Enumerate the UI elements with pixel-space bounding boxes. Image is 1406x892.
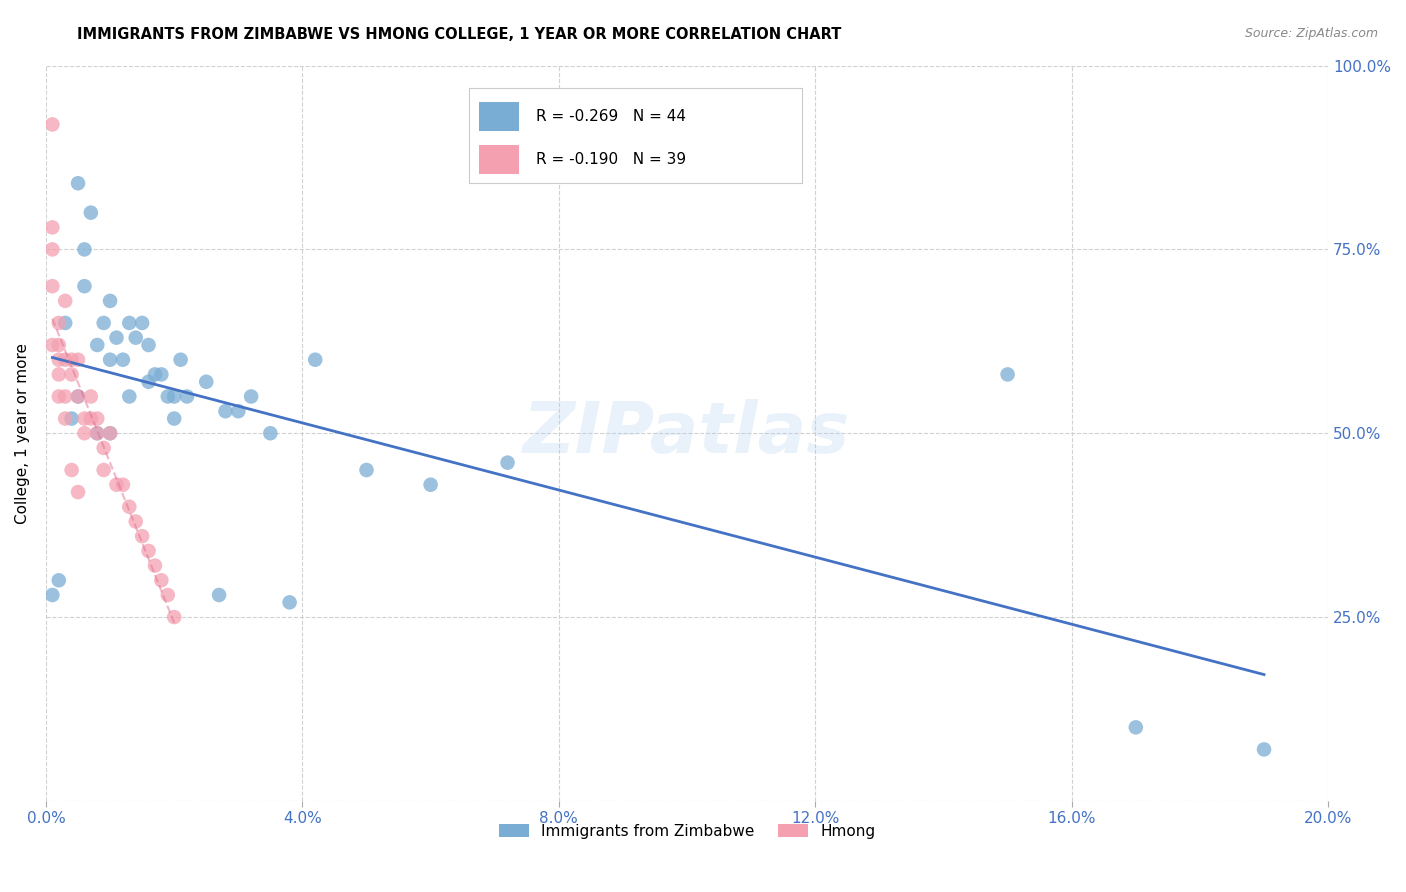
Point [48, 574, 70, 588]
Point [118, 500, 141, 514]
Point [98, 426, 121, 441]
Point [41, 220, 63, 235]
Point [105, 331, 128, 345]
Point [156, 389, 179, 403]
Point [118, 316, 141, 330]
Point [86, 426, 108, 441]
Point [66, 352, 89, 367]
Point [60, 463, 83, 477]
Point [98, 426, 121, 441]
Y-axis label: College, 1 year or more: College, 1 year or more [15, 343, 30, 524]
Text: IMMIGRANTS FROM ZIMBABWE VS HMONG COLLEGE, 1 YEAR OR MORE CORRELATION CHART: IMMIGRANTS FROM ZIMBABWE VS HMONG COLLEG… [77, 27, 842, 42]
Point [80, 411, 103, 425]
Point [73, 279, 96, 293]
Point [73, 411, 96, 425]
Point [53, 411, 76, 425]
Point [48, 368, 70, 382]
Point [53, 352, 76, 367]
Point [240, 389, 263, 403]
Point [138, 338, 160, 352]
Point [111, 477, 134, 491]
Point [143, 558, 166, 573]
Point [73, 243, 96, 257]
Point [143, 368, 166, 382]
Point [48, 338, 70, 352]
Point [98, 352, 121, 367]
Point [163, 411, 186, 425]
Point [1253, 742, 1275, 756]
Point [41, 243, 63, 257]
Point [496, 456, 519, 470]
Point [125, 331, 148, 345]
Point [195, 375, 218, 389]
Point [419, 477, 441, 491]
Point [997, 368, 1019, 382]
Point [53, 316, 76, 330]
Point [93, 316, 115, 330]
Point [48, 389, 70, 403]
Point [41, 588, 63, 602]
Point [53, 389, 76, 403]
Point [1125, 720, 1147, 734]
Point [226, 404, 249, 418]
Point [214, 404, 236, 418]
Point [66, 389, 89, 403]
Point [150, 574, 173, 588]
Point [125, 515, 148, 529]
Point [86, 426, 108, 441]
Point [163, 610, 186, 624]
Point [60, 352, 83, 367]
Point [60, 368, 83, 382]
Text: ZIPatlas: ZIPatlas [523, 399, 851, 467]
Point [105, 477, 128, 491]
Point [169, 352, 191, 367]
Point [60, 411, 83, 425]
Point [41, 117, 63, 131]
Point [86, 411, 108, 425]
Point [48, 352, 70, 367]
Point [278, 595, 301, 609]
Point [131, 316, 153, 330]
Point [48, 316, 70, 330]
Point [41, 279, 63, 293]
Point [150, 368, 173, 382]
Point [80, 205, 103, 219]
Point [53, 293, 76, 308]
Point [66, 485, 89, 500]
Point [93, 441, 115, 455]
Point [73, 426, 96, 441]
Point [131, 529, 153, 543]
Point [138, 375, 160, 389]
Point [259, 426, 281, 441]
Point [66, 176, 89, 190]
Legend: Immigrants from Zimbabwe, Hmong: Immigrants from Zimbabwe, Hmong [492, 817, 882, 845]
Point [41, 338, 63, 352]
Point [86, 338, 108, 352]
Point [111, 352, 134, 367]
Point [208, 588, 231, 602]
Text: Source: ZipAtlas.com: Source: ZipAtlas.com [1244, 27, 1378, 40]
Point [176, 389, 198, 403]
Point [98, 293, 121, 308]
Point [80, 389, 103, 403]
Point [66, 389, 89, 403]
Point [156, 588, 179, 602]
Point [118, 389, 141, 403]
Point [304, 352, 326, 367]
Point [356, 463, 378, 477]
Point [93, 463, 115, 477]
Point [138, 544, 160, 558]
Point [163, 389, 186, 403]
